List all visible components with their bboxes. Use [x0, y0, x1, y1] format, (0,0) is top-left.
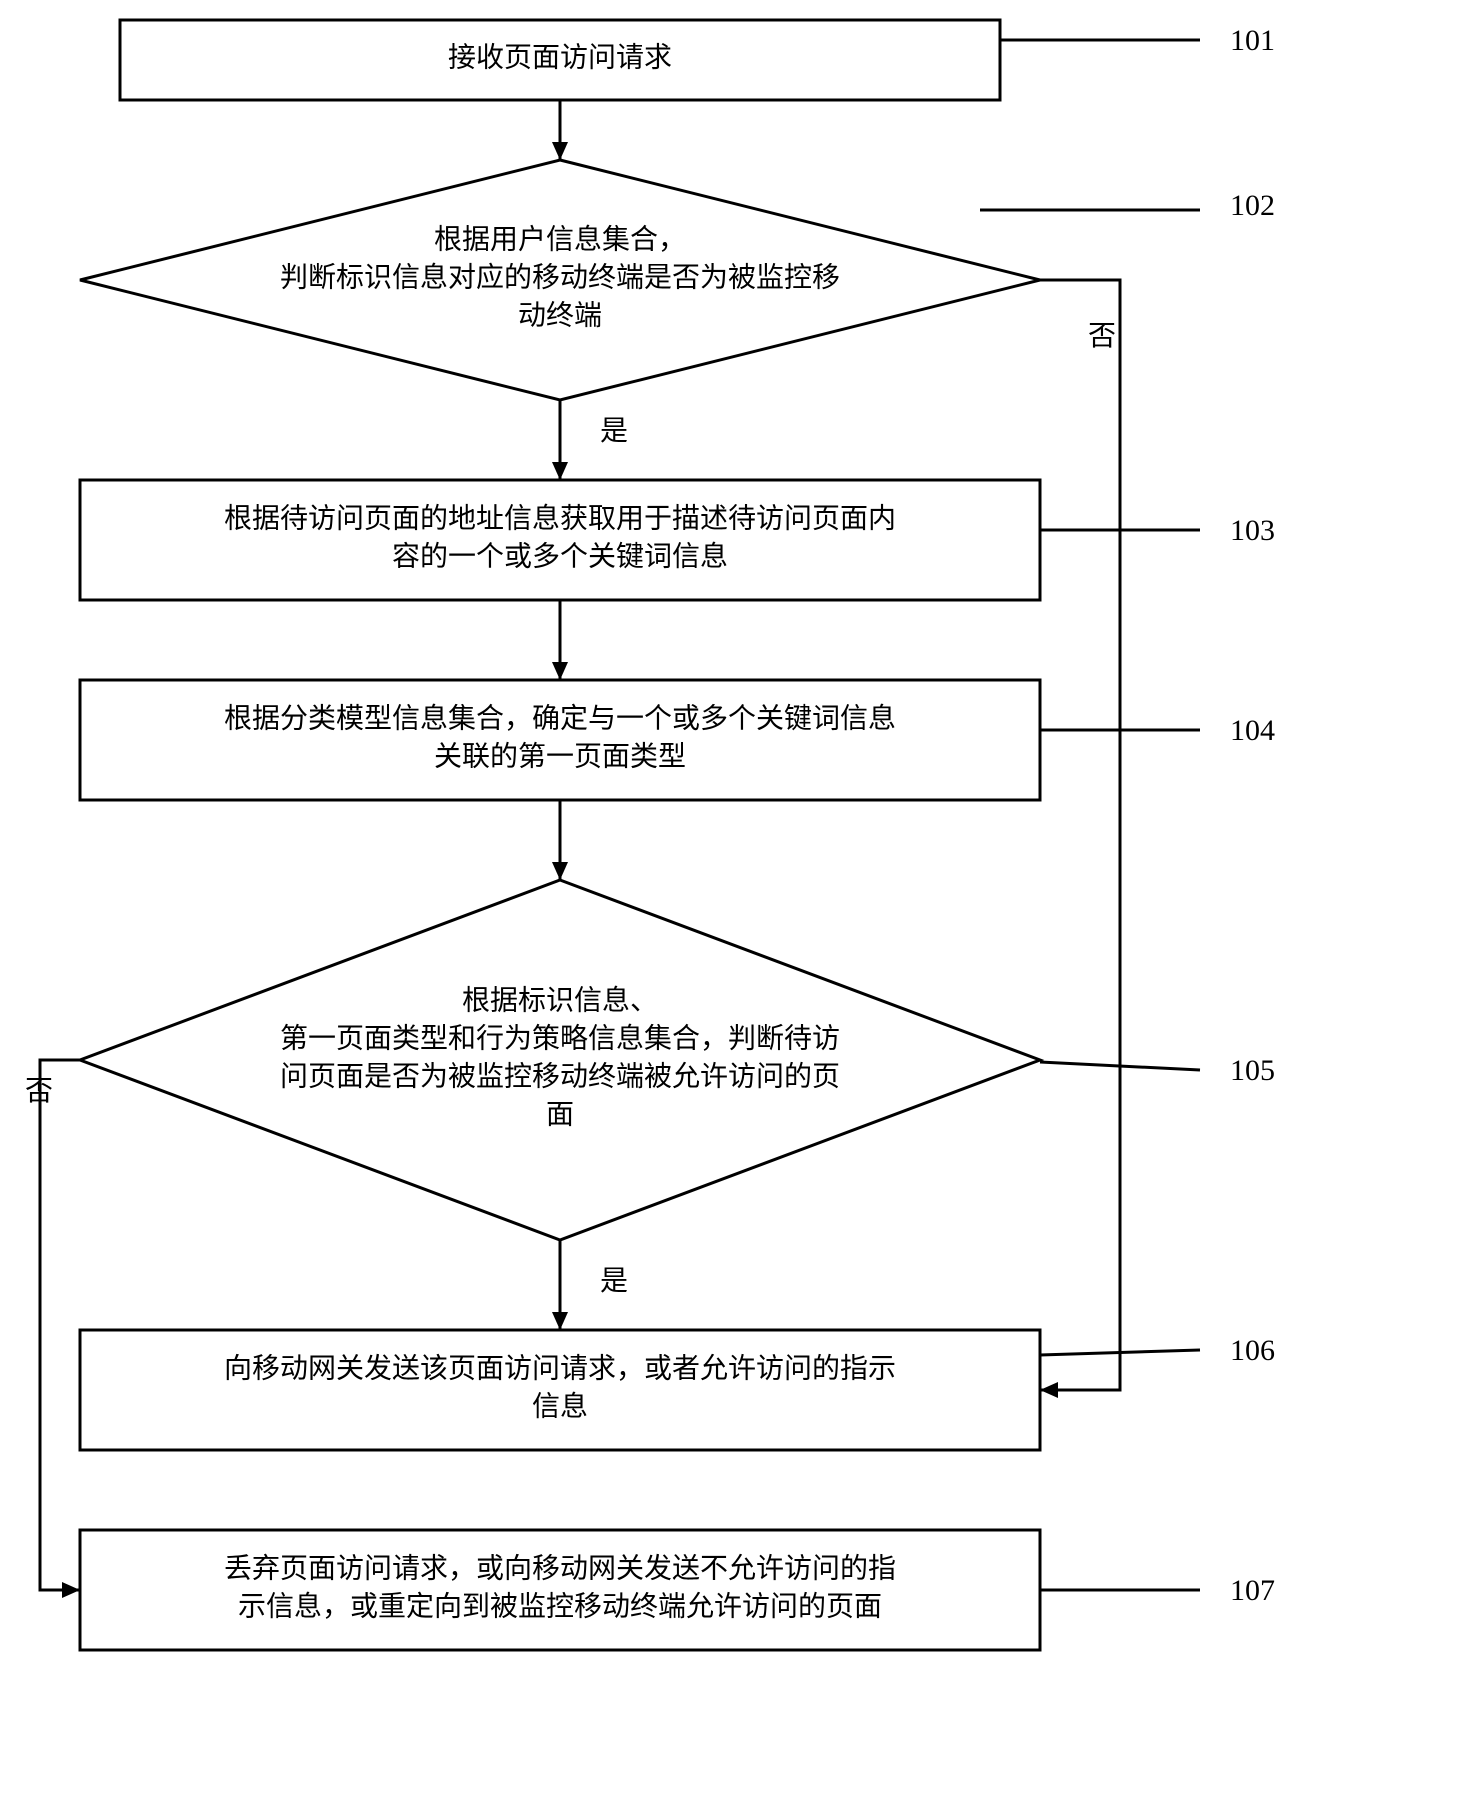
- node-n107: [80, 1530, 1040, 1650]
- branch-no: 否: [25, 1076, 53, 1107]
- edge-e102_no_106: [1040, 280, 1120, 1390]
- edge-e105_no_107: [40, 1060, 80, 1590]
- step-label: 103: [1230, 514, 1275, 547]
- node-text: 第一页面类型和行为策略信息集合，判断待访: [280, 1022, 840, 1054]
- step-label: 107: [1230, 1574, 1275, 1607]
- node-text: 接收页面访问请求: [448, 41, 672, 73]
- node-text: 根据分类模型信息集合，确定与一个或多个关键词信息: [224, 702, 896, 734]
- node-text: 动终端: [518, 299, 602, 331]
- node-text: 问页面是否为被监控移动终端被允许访问的页: [280, 1060, 840, 1092]
- node-text: 判断标识信息对应的移动终端是否为被监控移: [280, 261, 840, 293]
- node-n103: [80, 480, 1040, 600]
- node-n105: [80, 880, 1040, 1240]
- node-text: 示信息，或重定向到被监控移动终端允许访问的页面: [238, 1590, 882, 1622]
- node-text: 根据待访问页面的地址信息获取用于描述待访问页面内: [224, 502, 896, 534]
- node-n104: [80, 680, 1040, 800]
- node-text: 面: [546, 1099, 574, 1130]
- step-label: 106: [1230, 1334, 1275, 1367]
- branch-no: 否: [1088, 321, 1116, 352]
- node-text: 根据用户信息集合，: [434, 223, 686, 255]
- node-text: 丢弃页面访问请求，或向移动网关发送不允许访问的指: [224, 1552, 896, 1584]
- flowchart-canvas: 接收页面访问请求 101 根据用户信息集合， 判断标识信息对应的移动终端是否为被监控移…: [0, 0, 1466, 1801]
- step-label: 104: [1230, 714, 1275, 747]
- node-text: 容的一个或多个关键词信息: [392, 540, 728, 572]
- step-label: 105: [1230, 1054, 1275, 1087]
- branch-yes: 是: [600, 416, 628, 447]
- step-label: 101: [1230, 24, 1275, 57]
- branch-yes: 是: [600, 1266, 628, 1297]
- node-text: 信息: [532, 1390, 588, 1422]
- node-text: 关联的第一页面类型: [434, 740, 686, 772]
- step-label: 102: [1230, 189, 1275, 222]
- node-text: 向移动网关发送该页面访问请求，或者允许访问的指示: [224, 1352, 896, 1384]
- node-text: 根据标识信息、: [462, 984, 658, 1016]
- node-n106: [80, 1330, 1040, 1450]
